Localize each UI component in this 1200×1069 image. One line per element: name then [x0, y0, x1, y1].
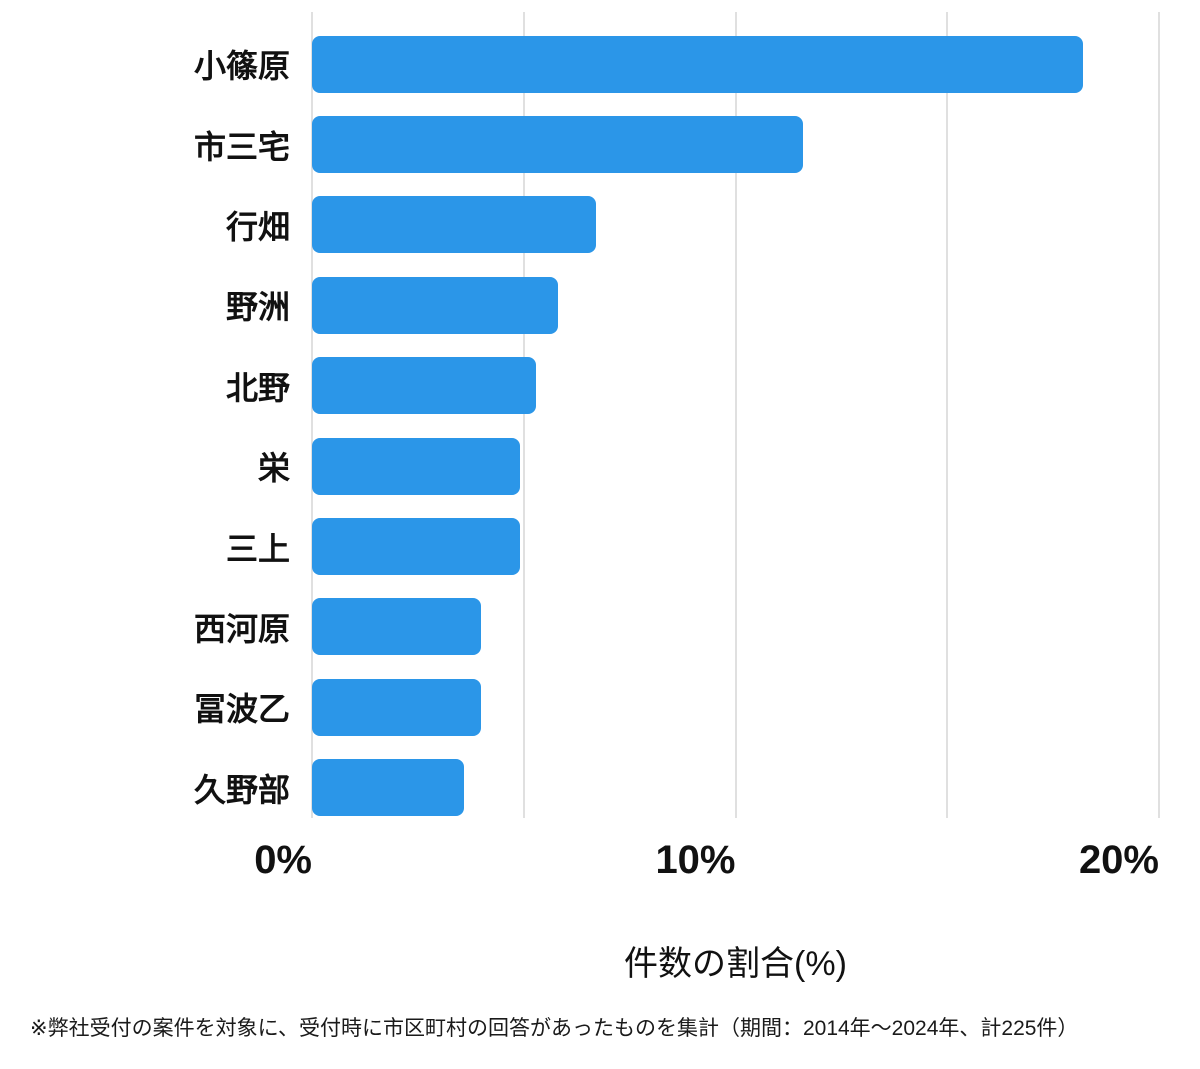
- x-tick-label: 20%: [1078, 838, 1159, 882]
- category-label: 栄: [257, 450, 290, 487]
- category-label: 三上: [225, 530, 290, 567]
- bar-row: [312, 748, 1159, 828]
- gridline: [1158, 12, 1160, 818]
- bar-row: [312, 185, 1159, 265]
- category-label: 西河原: [193, 610, 290, 647]
- bar: [312, 518, 520, 576]
- category-label: 野洲: [225, 289, 290, 326]
- bar-row: [312, 426, 1159, 506]
- category-label: 北野: [225, 369, 290, 406]
- bar-row: [312, 587, 1159, 667]
- category-label: 小篠原: [193, 48, 290, 85]
- x-axis: 0% 10% 20%: [254, 838, 1159, 890]
- bar: [312, 678, 482, 736]
- bar: [312, 116, 804, 174]
- gridline: [734, 12, 737, 818]
- bar: [312, 357, 537, 415]
- gridline: [946, 12, 949, 818]
- footnote: ※弊社受付の案件を対象に、受付時に市区町村の回答があったものを集計（期間：201…: [30, 1017, 1079, 1040]
- x-axis-title: 件数の割合(%): [624, 945, 847, 983]
- category-labels: 小篠原市三宅行畑野洲北野栄三上西河原冨波乙久野部: [0, 24, 290, 828]
- category-label: 冨波乙: [193, 691, 290, 728]
- bar-row: [312, 506, 1159, 586]
- bar-row: [312, 104, 1159, 184]
- bar-row: [312, 24, 1159, 104]
- bar: [312, 759, 465, 817]
- bars-container: [312, 24, 1159, 828]
- bar: [312, 196, 596, 254]
- bar: [312, 598, 482, 656]
- category-label: 市三宅: [193, 128, 290, 165]
- bar-row: [312, 346, 1159, 426]
- bar-row: [312, 667, 1159, 747]
- category-label: 行畑: [225, 208, 290, 245]
- bar-row: [312, 265, 1159, 345]
- gridline: [311, 12, 313, 818]
- x-tick-label: 0%: [254, 838, 312, 882]
- bar: [312, 437, 520, 495]
- category-label: 久野部: [193, 771, 290, 808]
- gridline: [522, 12, 525, 818]
- x-tick-label: 10%: [655, 838, 736, 882]
- bar: [312, 276, 558, 334]
- plot-area: [311, 12, 1160, 818]
- bar: [312, 35, 1083, 93]
